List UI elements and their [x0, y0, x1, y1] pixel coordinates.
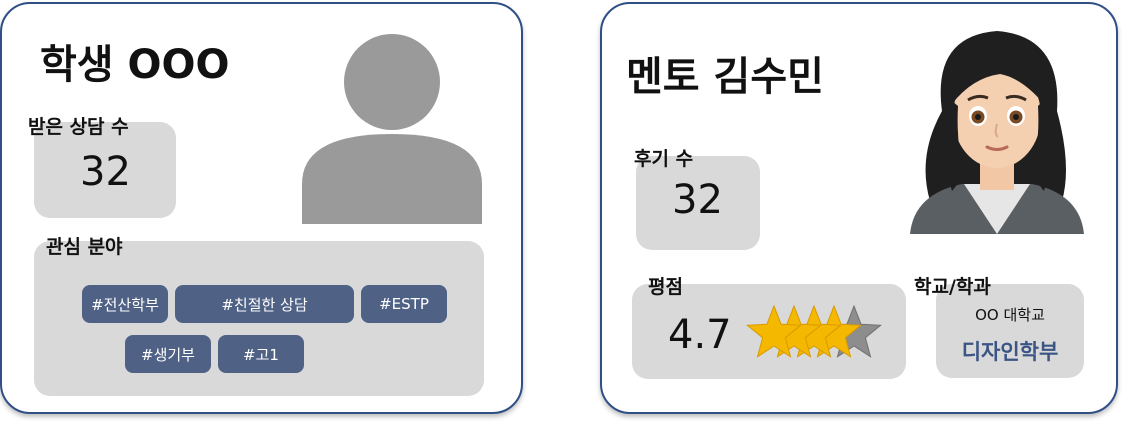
student-card: 학생 OOO 받은 상담 수 32 관심 분야 #전산학부 #친절한 상담 #E… [0, 2, 523, 414]
consult-count-box [34, 122, 176, 218]
rating-label: 평점 [648, 276, 683, 298]
tag-chip[interactable]: #전산학부 [82, 285, 168, 323]
star-filled-icon [746, 304, 802, 358]
woman-avatar-icon [902, 16, 1092, 236]
consult-count-value: 32 [80, 149, 131, 195]
school-box [936, 284, 1084, 378]
mentor-card: 멘토 김수민 [600, 2, 1118, 414]
tag-chip[interactable]: #고1 [218, 335, 304, 373]
review-count-box [636, 156, 760, 250]
review-count-label: 후기 수 [634, 148, 694, 170]
review-count-value: 32 [672, 177, 723, 223]
school-name: OO 대학교 [975, 306, 1045, 324]
tag-chip[interactable]: #생기부 [125, 335, 211, 373]
rating-stars [742, 298, 882, 368]
rating-value: 4.7 [668, 312, 732, 358]
department-name: 디자인학부 [961, 340, 1059, 364]
student-title: 학생 OOO [40, 42, 230, 88]
mentor-title: 멘토 김수민 [626, 54, 824, 100]
person-placeholder-icon [300, 34, 485, 224]
interest-label: 관심 분야 [46, 236, 123, 258]
consult-count-label: 받은 상담 수 [28, 116, 129, 138]
tag-chip[interactable]: #친절한 상담 [175, 285, 354, 323]
tag-chip[interactable]: #ESTP [361, 285, 447, 323]
school-label: 학교/학과 [914, 276, 991, 298]
